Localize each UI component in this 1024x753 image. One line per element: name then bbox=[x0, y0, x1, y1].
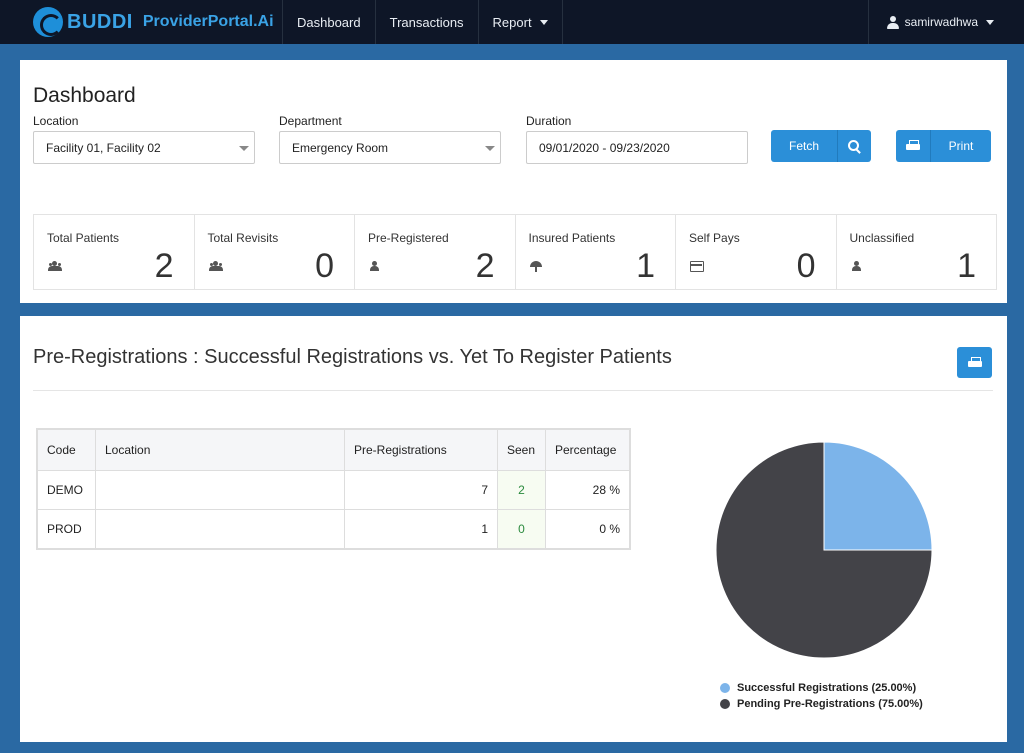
nav-transactions[interactable]: Transactions bbox=[376, 0, 479, 44]
chart-print-button[interactable] bbox=[957, 347, 992, 378]
chevron-down-icon bbox=[485, 146, 495, 151]
cell-seen: 0 bbox=[497, 509, 546, 549]
brand-subtitle: ProviderPortal.Ai bbox=[142, 13, 274, 30]
chart-legend: Successful Registrations (25.00%) Pendin… bbox=[720, 680, 923, 712]
page-title: Dashboard bbox=[33, 84, 136, 107]
cell-location bbox=[95, 470, 345, 510]
stat-unclassified: Unclassified 1 bbox=[849, 231, 977, 285]
cell-pre-registrations: 7 bbox=[344, 470, 498, 510]
credit-card-icon bbox=[690, 261, 704, 272]
top-navbar: BUDDI ProviderPortal.Ai Dashboard Transa… bbox=[0, 0, 1024, 44]
col-seen: Seen bbox=[497, 429, 546, 471]
chevron-down-icon bbox=[239, 146, 249, 151]
registrations-pie-chart bbox=[715, 441, 933, 659]
col-percentage: Percentage bbox=[545, 429, 630, 471]
department-select[interactable]: Emergency Room bbox=[279, 131, 501, 164]
location-label: Location bbox=[33, 114, 79, 128]
pre-registrations-table: Code Location Pre-Registrations Seen Per… bbox=[37, 429, 630, 549]
dashboard-panel: Dashboard Location Facility 01, Facility… bbox=[20, 60, 1007, 303]
duration-input[interactable]: 09/01/2020 - 09/23/2020 bbox=[526, 131, 748, 164]
location-select[interactable]: Facility 01, Facility 02 bbox=[33, 131, 255, 164]
cell-pre-registrations: 1 bbox=[344, 509, 498, 549]
divider bbox=[33, 390, 993, 391]
table-row[interactable]: DEMO 7 2 28 % bbox=[37, 470, 630, 510]
legend-dot-pending bbox=[720, 699, 730, 709]
department-label: Department bbox=[279, 114, 342, 128]
umbrella-icon bbox=[529, 261, 544, 272]
fetch-button[interactable]: Fetch bbox=[771, 130, 871, 162]
duration-label: Duration bbox=[526, 114, 572, 128]
stat-insured-patients: Insured Patients 1 bbox=[516, 215, 676, 289]
stat-pre-registered: Pre-Registered 2 bbox=[355, 215, 516, 289]
users-icon bbox=[48, 261, 62, 271]
col-location: Location bbox=[95, 429, 345, 471]
section-title: Pre-Registrations : Successful Registrat… bbox=[33, 346, 672, 368]
cell-percentage: 0 % bbox=[545, 509, 630, 549]
user-menu[interactable]: samirwadhwa bbox=[867, 0, 1024, 44]
print-button[interactable]: Print bbox=[896, 130, 991, 162]
brand-name: BUDDI bbox=[67, 10, 133, 33]
table-row[interactable]: PROD 1 0 0 % bbox=[37, 509, 630, 549]
nav-dashboard[interactable]: Dashboard bbox=[283, 0, 376, 44]
legend-item-successful[interactable]: Successful Registrations (25.00%) bbox=[720, 680, 923, 696]
search-icon bbox=[848, 139, 861, 153]
pie-slice-successful[interactable] bbox=[823, 441, 933, 551]
stats-row: Total Patients 2 Total Revisits 0 Pre-Re… bbox=[33, 214, 997, 290]
pie-slice-pending[interactable] bbox=[715, 441, 933, 659]
brand-logo[interactable]: BUDDI ProviderPortal.Ai bbox=[0, 0, 283, 44]
user-icon bbox=[886, 15, 899, 29]
stat-total-revisits: Total Revisits 0 bbox=[195, 215, 355, 289]
cell-code: DEMO bbox=[37, 470, 96, 510]
printer-icon bbox=[906, 140, 920, 152]
cell-percentage: 28 % bbox=[545, 470, 630, 510]
cell-location bbox=[95, 509, 345, 549]
col-code: Code bbox=[37, 429, 96, 471]
user-icon bbox=[851, 261, 865, 271]
stat-total-patients: Total Patients 2 bbox=[34, 215, 195, 289]
legend-item-pending[interactable]: Pending Pre-Registrations (75.00%) bbox=[720, 696, 923, 712]
user-icon bbox=[369, 261, 383, 271]
nav-report-dropdown[interactable]: Report bbox=[479, 0, 563, 44]
pre-registrations-panel: Pre-Registrations : Successful Registrat… bbox=[20, 316, 1007, 742]
chevron-down-icon bbox=[539, 19, 548, 25]
users-icon bbox=[208, 261, 223, 271]
table-header-row: Code Location Pre-Registrations Seen Per… bbox=[37, 429, 630, 471]
cell-seen: 2 bbox=[497, 470, 546, 510]
printer-icon bbox=[967, 356, 982, 369]
buddi-logo-icon bbox=[33, 7, 63, 37]
chevron-down-icon bbox=[986, 19, 994, 25]
legend-dot-successful bbox=[720, 683, 730, 693]
username: samirwadhwa bbox=[904, 15, 978, 29]
cell-code: PROD bbox=[37, 509, 96, 549]
stat-self-pays: Self Pays 0 bbox=[676, 215, 837, 289]
col-pre-registrations: Pre-Registrations bbox=[344, 429, 498, 471]
